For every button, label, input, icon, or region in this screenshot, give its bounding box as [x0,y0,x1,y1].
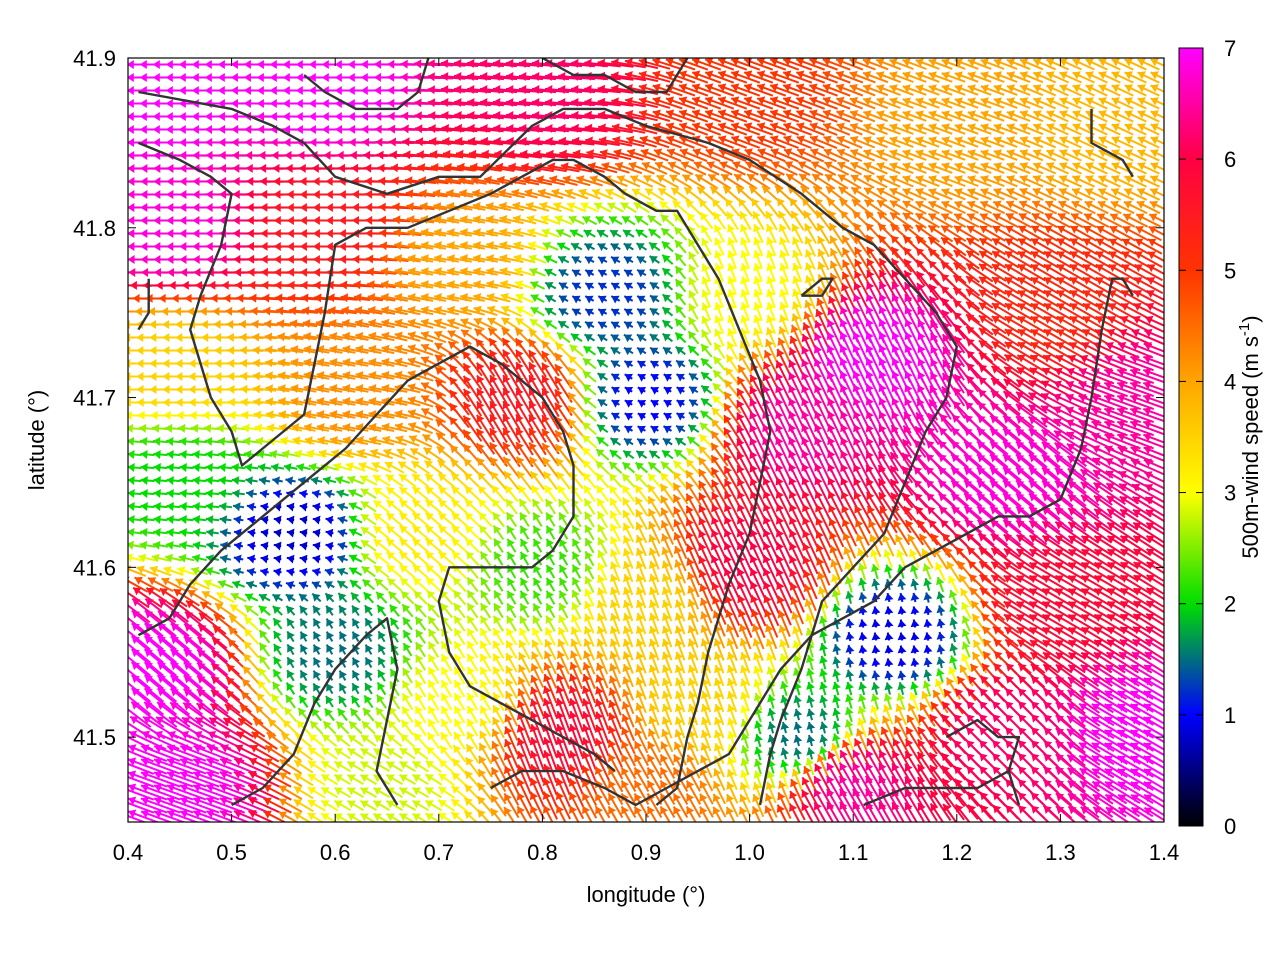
colorbar-title: 500m-wind speed (m s-1) [1236,315,1263,558]
y-tick-label: 41.5 [73,725,116,750]
y-tick-label: 41.6 [73,555,116,580]
x-tick-label: 1.1 [838,840,869,865]
colorbar-title-superscript: -1 [1236,323,1253,336]
colorbar-title-suffix: ) [1238,315,1263,322]
x-tick-label: 0.8 [527,840,558,865]
x-tick-label: 1.3 [1045,840,1076,865]
x-tick-label: 1.2 [942,840,973,865]
y-tick-label: 41.9 [73,46,116,71]
x-tick-label: 0.4 [113,840,144,865]
x-tick-label: 0.6 [320,840,351,865]
x-tick-label: 1.0 [734,840,765,865]
colorbar-tick-label: 2 [1224,592,1236,617]
colorbar-tick-label: 0 [1224,814,1236,839]
y-axis-title: latitude (°) [24,390,49,491]
colorbar-tick-label: 4 [1224,369,1236,394]
x-tick-label: 0.9 [631,840,662,865]
x-axis-title: longitude (°) [587,882,706,907]
x-tick-label: 0.5 [216,840,247,865]
colorbar [1179,48,1203,826]
y-tick-label: 41.7 [73,386,116,411]
x-tick-label: 1.4 [1149,840,1180,865]
colorbar-title-prefix: 500m-wind speed (m s [1238,336,1263,559]
x-tick-label: 0.7 [424,840,455,865]
colorbar-tick-label: 6 [1224,147,1236,172]
colorbar-tick-label: 3 [1224,481,1236,506]
colorbar-tick-label: 1 [1224,703,1236,728]
y-tick-label: 41.8 [73,216,116,241]
colorbar-tick-label: 7 [1224,36,1236,61]
colorbar-tick-label: 5 [1224,258,1236,283]
